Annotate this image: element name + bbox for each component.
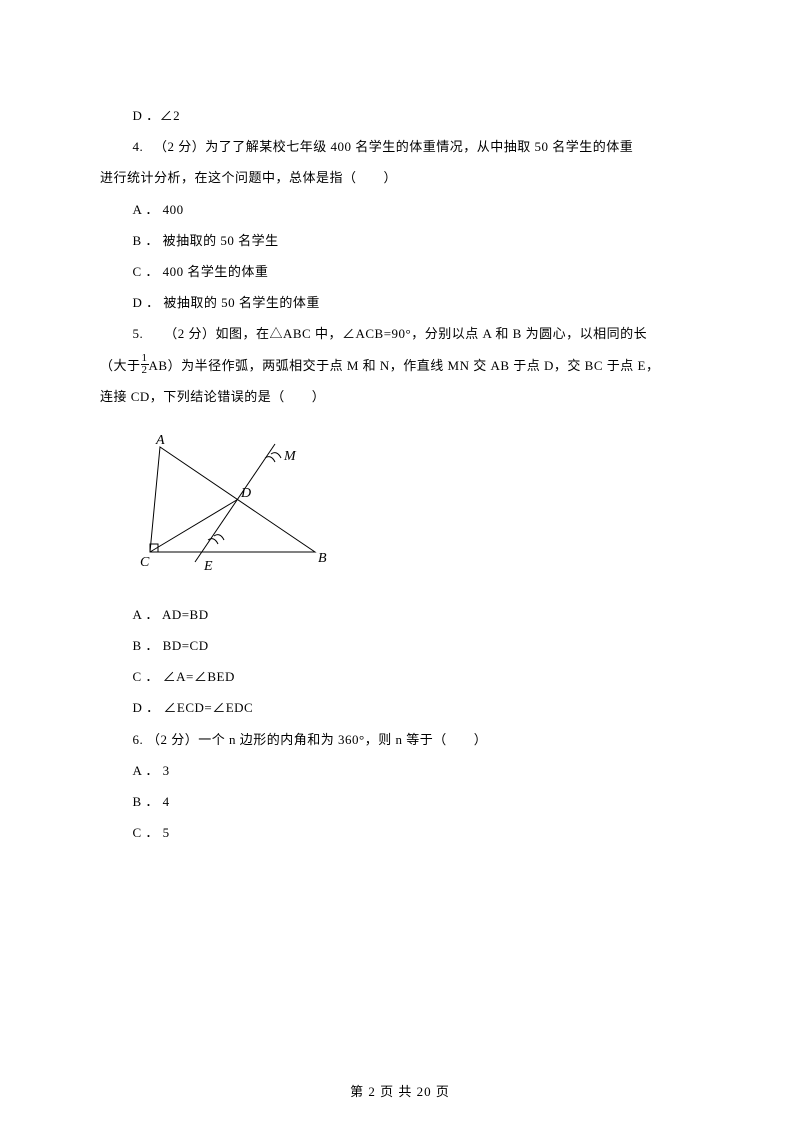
q5-diagram: A C B D E M	[130, 432, 700, 587]
label-b: B	[318, 551, 327, 566]
q5-stem-pre: （大于	[100, 358, 141, 373]
segment-cd	[150, 499, 238, 552]
fraction-half: 12	[141, 353, 149, 376]
label-e: E	[203, 559, 213, 574]
label-m: M	[283, 449, 297, 464]
q5-stem-line2: （大于12AB）为半径作弧，两弧相交于点 M 和 N，作直线 MN 交 AB 于…	[100, 350, 700, 381]
q5-stem-post: AB）为半径作弧，两弧相交于点 M 和 N，作直线 MN 交 AB 于点 D，交…	[149, 358, 660, 373]
q6-stem: 6. （2 分）一个 n 边形的内角和为 360°，则 n 等于（ ）	[100, 724, 700, 755]
q5-option-b: B ． BD=CD	[100, 630, 700, 661]
arc-mark-m1	[265, 457, 275, 462]
arc-mark-n2	[214, 535, 224, 540]
page-body: D ．∠2 4. （2 分）为了了解某校七年级 400 名学生的体重情况，从中抽…	[0, 0, 800, 888]
label-c: C	[140, 555, 150, 570]
q4-stem-line1: 4. （2 分）为了了解某校七年级 400 名学生的体重情况，从中抽取 50 名…	[100, 131, 700, 162]
page-footer: 第 2 页 共 20 页	[0, 1081, 800, 1100]
label-a: A	[155, 433, 165, 448]
q5-option-d: D ． ∠ECD=∠EDC	[100, 692, 700, 723]
line-mn	[195, 444, 275, 562]
q4-stem-line2: 进行统计分析，在这个问题中，总体是指（ ）	[100, 162, 700, 193]
q6-option-b: B ． 4	[100, 786, 700, 817]
q5-option-c: C ． ∠A=∠BED	[100, 661, 700, 692]
q5-option-a: A ． AD=BD	[100, 599, 700, 630]
q4-option-c: C ． 400 名学生的体重	[100, 256, 700, 287]
q4-option-b: B ． 被抽取的 50 名学生	[100, 225, 700, 256]
fraction-denominator: 2	[141, 365, 149, 376]
q5-stem-line1: 5. （2 分）如图，在△ABC 中，∠ACB=90°，分别以点 A 和 B 为…	[100, 318, 700, 349]
q6-option-c: C ． 5	[100, 817, 700, 848]
q4-option-a: A ． 400	[100, 194, 700, 225]
label-d: D	[240, 486, 251, 501]
q3-option-d: D ．∠2	[100, 100, 700, 131]
triangle-diagram: A C B D E M	[130, 432, 330, 582]
q4-option-d: D ． 被抽取的 50 名学生的体重	[100, 287, 700, 318]
arc-mark-m2	[271, 453, 281, 458]
q6-option-a: A ． 3	[100, 755, 700, 786]
q5-stem-line3: 连接 CD，下列结论错误的是（ ）	[100, 381, 700, 412]
